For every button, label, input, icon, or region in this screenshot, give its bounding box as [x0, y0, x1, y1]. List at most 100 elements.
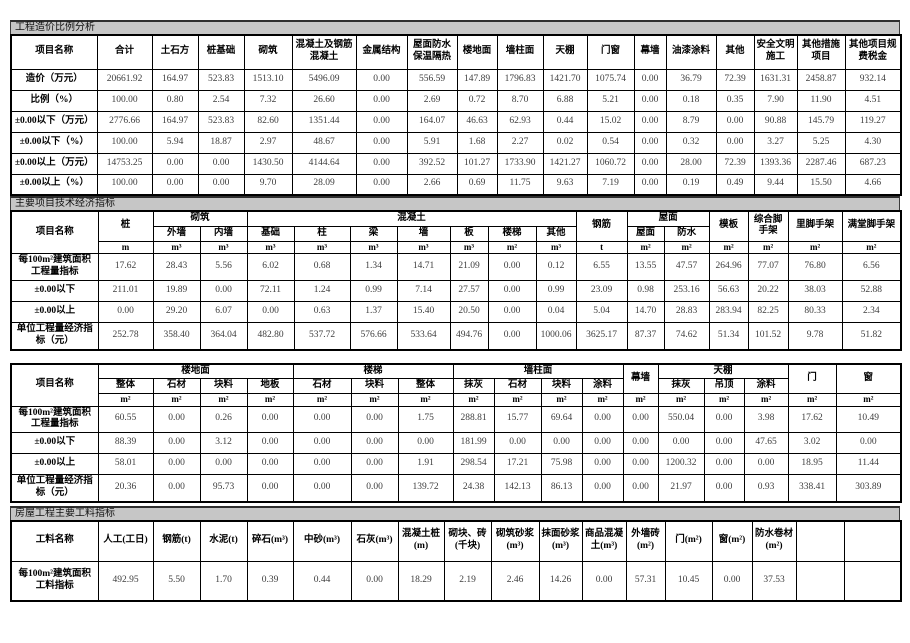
- unit-header: m²: [626, 240, 665, 255]
- value-cell: 0.00: [350, 560, 399, 602]
- value-cell: 0.00: [152, 453, 201, 476]
- value-cell: 1513.10: [243, 68, 293, 91]
- unit-header: m²: [199, 393, 248, 407]
- table-row: 单位工程量经济指标（元） 20.36 0.00 95.73 0.00 0.00 0.00 13…: [10, 474, 902, 503]
- column-header: 其他措施项目: [796, 34, 846, 70]
- row-label: 单位工程量经济指标（元）: [10, 474, 99, 503]
- value-cell: 147.89: [456, 68, 498, 91]
- group-header-ceiling: 天棚: [657, 362, 789, 380]
- value-cell: 20661.92: [96, 68, 153, 91]
- row-label: 造价（万元）: [10, 68, 98, 91]
- column-header: 外墙砖(m²): [625, 520, 666, 562]
- value-cell: 0.26: [199, 405, 248, 434]
- unit-header: m²: [452, 393, 495, 407]
- value-cell: 0.00: [199, 279, 248, 302]
- value-cell: 0.00: [581, 453, 624, 476]
- unit-header: m²: [581, 393, 624, 407]
- value-cell: 1421.70: [542, 68, 588, 91]
- value-cell: 0.72: [456, 89, 498, 112]
- value-cell: 142.13: [493, 474, 542, 503]
- value-cell: 6.07: [199, 300, 248, 323]
- value-cell: 0.00: [350, 405, 399, 434]
- value-cell: 2.54: [197, 89, 245, 112]
- value-cell: 303.89: [835, 474, 902, 503]
- column-header: 梁: [349, 225, 398, 242]
- tech-econ-table-header: 项目名称 桩 砌筑 混凝土 钢筋 屋面 模板 综合脚手架 里脚手架 满堂脚手架 …: [10, 210, 902, 255]
- value-cell: 0.00: [715, 131, 755, 154]
- row-label: ±0.00以下: [10, 279, 99, 302]
- value-cell: 47.57: [663, 253, 710, 281]
- value-cell: 0.00: [835, 432, 902, 455]
- value-cell: 0.00: [711, 560, 753, 602]
- value-cell: 2776.66: [96, 110, 153, 133]
- unit-header: m²: [97, 393, 154, 407]
- report-page: 工程造价比例分析 项目名称 合计 土石方 桩基础 砌筑 混凝土及钢筋混凝土 金属结构 屋面防…: [10, 20, 903, 602]
- value-cell: 0.00: [657, 432, 705, 455]
- unit-header: m²: [622, 393, 659, 407]
- column-header: [795, 520, 845, 562]
- table-row: ±0.00以上 58.01 0.00 0.00 0.00 0.00 0.00 1.91 298.…: [10, 453, 902, 476]
- value-cell: 2.46: [490, 560, 540, 602]
- value-cell: 4.30: [844, 131, 902, 154]
- row-label: ±0.00以下（%）: [10, 131, 98, 154]
- value-cell: 5.25: [796, 131, 846, 154]
- value-cell: 0.00: [581, 560, 627, 602]
- column-header: 墙: [396, 225, 451, 242]
- value-cell: 72.11: [246, 279, 295, 302]
- value-cell: 28.00: [665, 152, 717, 175]
- name-column-header: 项目名称: [10, 210, 99, 254]
- group-header-curtain: 幕墙: [622, 362, 659, 395]
- table-row: ±0.00以上（万元） 14753.25 0.00 0.00 1430.50 4144.6…: [10, 152, 902, 175]
- value-cell: 0.00: [246, 300, 295, 323]
- value-cell: 72.39: [715, 152, 755, 175]
- column-header: 石材: [292, 378, 352, 395]
- value-cell: 6.88: [542, 89, 588, 112]
- column-header: 其他项目规费税金: [844, 34, 902, 70]
- value-cell: 5.94: [151, 131, 199, 154]
- name-column-header: 项目名称: [10, 363, 99, 407]
- column-header: 窗(m²): [711, 520, 753, 562]
- value-cell: 0.00: [703, 405, 745, 434]
- value-cell: 0.00: [633, 131, 667, 154]
- column-header: 防水卷材(m²): [751, 520, 797, 562]
- value-cell: 0.12: [535, 253, 577, 281]
- value-cell: 27.57: [449, 279, 489, 302]
- unit-header: m²: [397, 393, 454, 407]
- value-cell: 5.21: [586, 89, 635, 112]
- unit-header: m³: [396, 240, 451, 255]
- value-cell: 492.95: [97, 560, 154, 602]
- unit-header: m²: [246, 393, 294, 407]
- cost-ratio-table: 项目名称 合计 土石方 桩基础 砌筑 混凝土及钢筋混凝土 金属结构 屋面防水保温隔热 楼地面墙…: [10, 34, 902, 196]
- column-header: 整体: [97, 378, 154, 395]
- value-cell: 0.00: [197, 152, 245, 175]
- value-cell: 52.88: [841, 279, 902, 302]
- value-cell: 1796.83: [496, 68, 544, 91]
- value-cell: 82.25: [747, 300, 789, 323]
- value-cell: 0.00: [355, 152, 408, 175]
- section-title-materials: 房屋工程主要工料指标: [10, 506, 900, 520]
- column-header: 人工(工日): [97, 520, 154, 562]
- value-cell: 11.44: [835, 453, 902, 476]
- table-row: ±0.00以下（%） 100.00 5.94 18.87 2.97 48.67 0.00 5.…: [10, 131, 902, 154]
- unit-header: m²: [787, 393, 837, 407]
- value-cell: 0.00: [199, 453, 248, 476]
- value-cell: 28.09: [291, 173, 357, 196]
- value-cell: 533.64: [396, 321, 451, 351]
- row-label: 单位工程量经济指标（元）: [10, 321, 99, 351]
- group-header-row: 项目名称 桩 砌筑 混凝土 钢筋 屋面 模板 综合脚手架 里脚手架 满堂脚手架: [10, 210, 902, 254]
- value-cell: 100.00: [96, 173, 153, 196]
- header-row: 项目名称 合计 土石方 桩基础 砌筑 混凝土及钢筋混凝土 金属结构 屋面防水保温隔热 楼地面墙…: [10, 34, 902, 70]
- value-cell: 1733.90: [496, 152, 544, 175]
- group-header-row: 项目名称 楼地面 楼梯 墙柱面 幕墙 天棚 门 窗: [10, 362, 902, 407]
- column-header: 整体: [397, 378, 454, 395]
- value-cell: 3.27: [753, 131, 798, 154]
- value-cell: 0.00: [487, 321, 537, 351]
- value-cell: 28.43: [152, 253, 201, 281]
- column-header: 门窗: [586, 34, 635, 70]
- value-cell: 90.88: [753, 110, 798, 133]
- value-cell: 1.34: [349, 253, 398, 281]
- unit-header-row: m² m² m² m² m² m² m² m² m² m² m² m² m² m² m² m² m²: [11, 393, 902, 407]
- group-header-pile: 桩: [97, 210, 154, 242]
- value-cell: 87.37: [626, 321, 665, 351]
- value-cell: 3.98: [743, 405, 789, 434]
